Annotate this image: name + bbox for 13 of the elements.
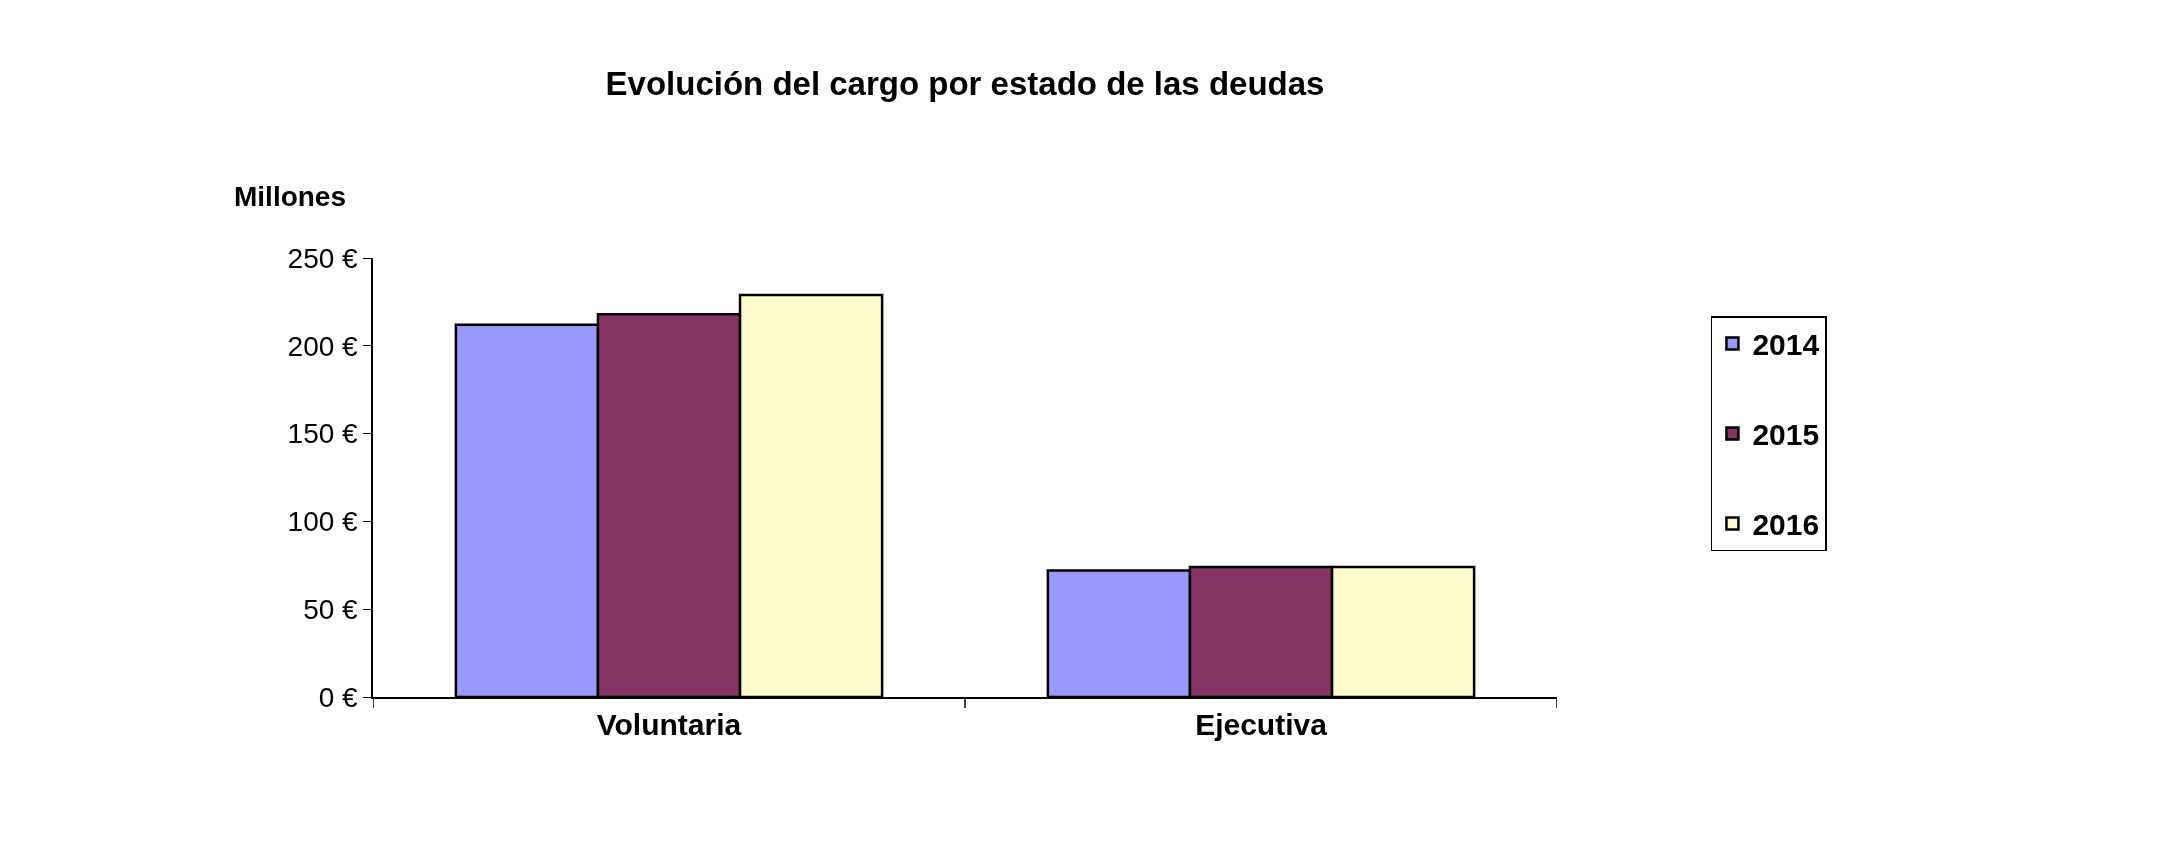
x-tick-label: Voluntaria bbox=[596, 707, 742, 741]
legend-label: 2015 bbox=[1752, 418, 1820, 452]
y-tick-label: 150 € bbox=[287, 418, 359, 450]
y-tick-label: 100 € bbox=[287, 506, 359, 538]
x-tick-label: Ejecutiva bbox=[1195, 707, 1328, 741]
y-tick-label: 50 € bbox=[303, 594, 359, 625]
legend-label: 2016 bbox=[1752, 508, 1820, 542]
y-axis-title: Millones bbox=[234, 181, 347, 212]
legend-label: 2014 bbox=[1752, 328, 1820, 362]
y-tick-label: 200 € bbox=[287, 330, 359, 362]
y-tick-label: 250 € bbox=[287, 242, 359, 274]
y-tick-label: 0 € bbox=[318, 681, 359, 713]
chart-title: Evolución del cargo por estado de las deudas bbox=[605, 64, 1325, 102]
